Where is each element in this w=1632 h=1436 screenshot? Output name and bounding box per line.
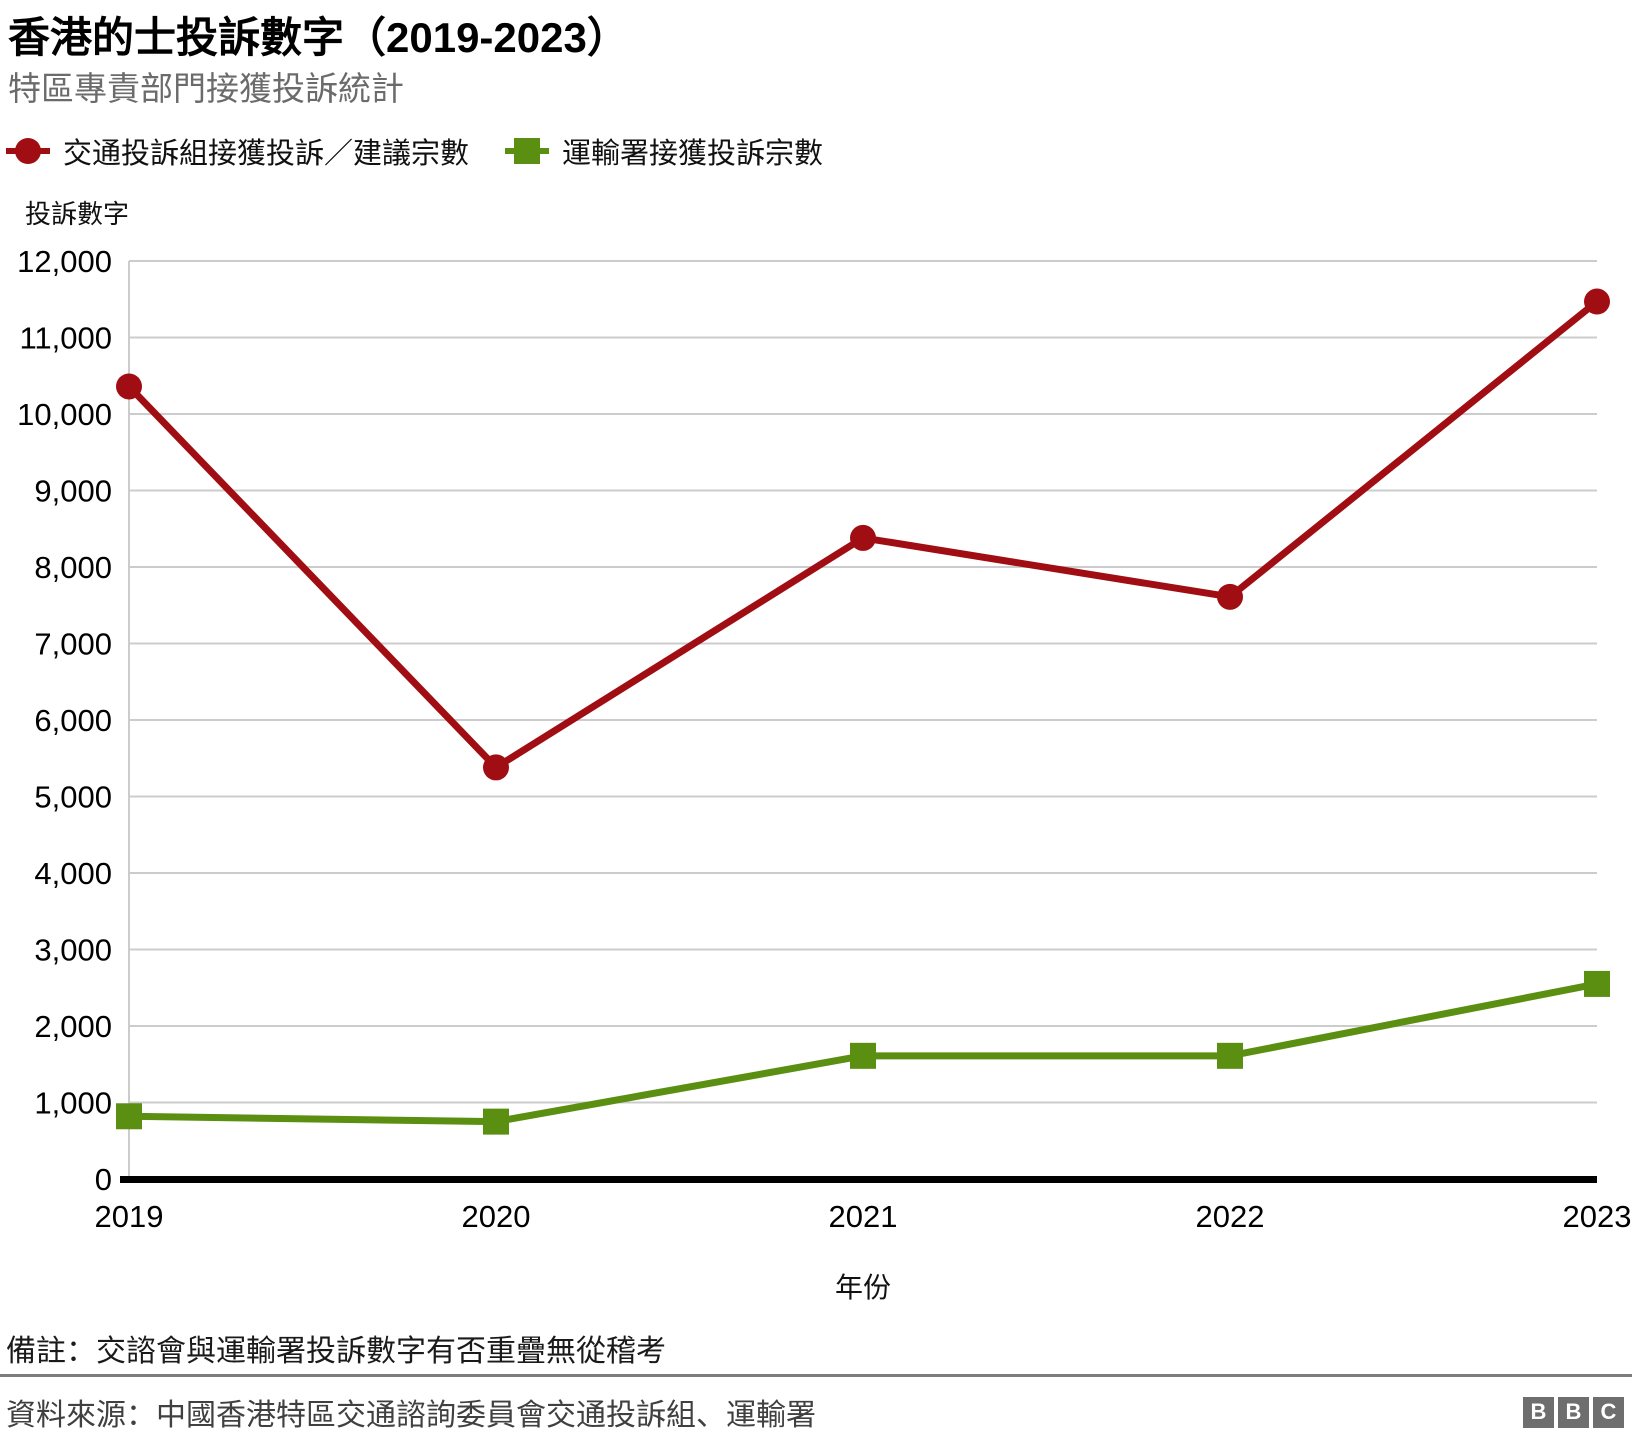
y-tick-label: 3,000	[34, 933, 112, 968]
y-tick-label: 2,000	[34, 1009, 112, 1044]
data-point	[850, 1042, 876, 1069]
data-point	[483, 754, 509, 781]
y-tick-label: 5,000	[34, 780, 112, 815]
x-tick-label: 2020	[462, 1199, 531, 1234]
bbc-logo-block: C	[1593, 1396, 1624, 1428]
bbc-logo: B B C	[1523, 1396, 1624, 1428]
y-tick-label: 8,000	[34, 550, 112, 585]
data-point	[1217, 583, 1243, 610]
legend-item-tcu: 交通投訴組接獲投訴／建議宗數	[6, 130, 469, 172]
data-point	[483, 1108, 509, 1135]
line-square-marker-icon	[505, 136, 550, 166]
footer-note: 備註：交諮會與運輸署投訴數字有否重疊無從稽考	[6, 1335, 666, 1368]
y-tick-label: 10,000	[17, 397, 112, 432]
y-tick-label: 7,000	[34, 627, 112, 662]
x-axis-title: 年份	[835, 1272, 891, 1303]
data-point	[1217, 1042, 1243, 1069]
source-text: 資料來源：中國香港特區交通諮詢委員會交通投訴組、運輸署	[6, 1399, 816, 1432]
x-tick-label: 2023	[1563, 1199, 1632, 1234]
y-tick-label: 0	[95, 1162, 112, 1197]
data-point	[1584, 288, 1610, 315]
x-tick-label: 2019	[95, 1199, 164, 1234]
legend-item-label: 運輸署接獲投訴宗數	[562, 138, 824, 170]
y-axis-title: 投訴數字	[25, 199, 130, 229]
y-tick-label: 6,000	[34, 703, 112, 738]
y-tick-label: 4,000	[34, 856, 112, 891]
line-chart: 0 1,000 2,000 3,000 4,000 5,000 6,000 7,000 8,00…	[17, 244, 1632, 1303]
legend-item-label: 交通投訴組接獲投訴／建議宗數	[63, 138, 470, 170]
bbc-logo-block: B	[1558, 1396, 1589, 1428]
y-tick-label: 12,000	[17, 244, 112, 279]
footer-divider	[0, 1374, 1632, 1377]
page-subtitle: 特區專責部門接獲投訴統計	[8, 70, 404, 107]
data-point	[850, 524, 876, 551]
x-tick-label: 2022	[1196, 1199, 1265, 1234]
line-dot-marker-icon	[6, 136, 50, 166]
bbc-logo-block: B	[1523, 1396, 1554, 1428]
legend: 交通投訴組接獲投訴／建議宗數 運輸署接獲投訴宗數	[6, 130, 823, 172]
y-tick-label: 1,000	[34, 1086, 112, 1121]
y-tick-label: 11,000	[19, 321, 112, 356]
data-point	[1584, 970, 1610, 997]
y-tick-label: 9,000	[34, 474, 112, 509]
page-title: 香港的士投訴數字（2019-2023）	[8, 14, 629, 61]
data-point	[116, 373, 142, 400]
data-point	[116, 1103, 142, 1130]
x-tick-label: 2021	[829, 1199, 898, 1234]
legend-item-td: 運輸署接獲投訴宗數	[505, 130, 823, 172]
source-row: 資料來源：中國香港特區交通諮詢委員會交通投訴組、運輸署 B B C	[6, 1392, 1626, 1432]
x-axis-line	[120, 1176, 1597, 1183]
